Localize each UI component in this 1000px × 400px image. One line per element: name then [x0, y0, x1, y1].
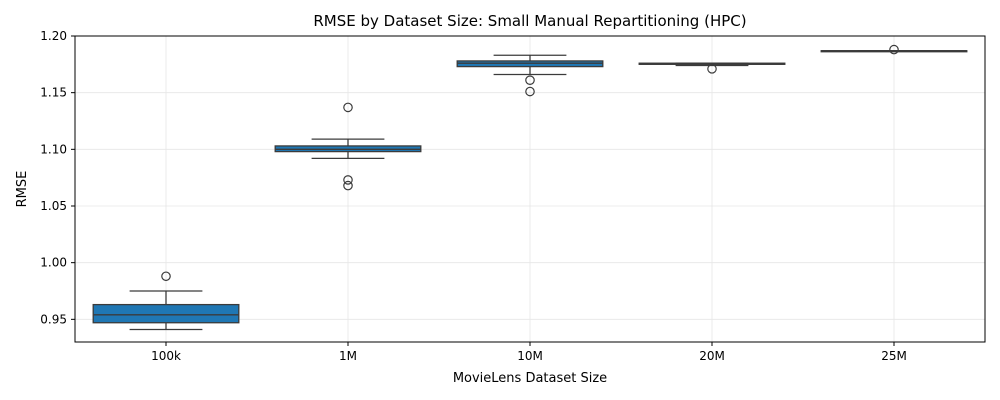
outlier-point	[161, 271, 171, 282]
y-axis-ticks: 0.95 1.00 1.05 1.10 1.15 1.20	[40, 29, 75, 326]
outlier-point	[525, 75, 535, 85]
x-axis-ticks: 100k 1M 10M 20M 25M	[151, 342, 907, 363]
outlier-point	[707, 64, 717, 74]
x-tick-label: 100k	[151, 349, 181, 363]
x-axis-label: MovieLens Dataset Size	[453, 371, 607, 386]
y-tick-label: 1.15	[40, 86, 67, 100]
box-10M	[456, 54, 604, 97]
outlier-point	[889, 44, 899, 55]
box-25M	[820, 44, 968, 55]
y-tick-label: 0.95	[40, 312, 67, 326]
y-tick-label: 1.10	[40, 142, 67, 156]
y-tick-label: 1.20	[40, 29, 67, 43]
grid-lines	[75, 35, 985, 342]
x-tick-label: 25M	[881, 349, 907, 363]
outlier-point	[343, 102, 353, 113]
outlier-point	[525, 86, 535, 97]
box-1M	[274, 102, 422, 191]
iqr-box	[92, 303, 240, 324]
box-series	[92, 44, 968, 331]
outlier-point	[343, 180, 353, 191]
y-axis-label: RMSE	[15, 171, 30, 208]
box-20M	[638, 62, 786, 74]
x-tick-label: 10M	[517, 349, 543, 363]
x-tick-label: 20M	[699, 349, 725, 363]
outlier-point	[343, 175, 353, 185]
y-tick-label: 1.05	[40, 199, 67, 213]
chart-title: RMSE by Dataset Size: Small Manual Repar…	[313, 12, 746, 30]
box-100k	[92, 271, 240, 331]
x-tick-label: 1M	[339, 349, 357, 363]
y-tick-label: 1.00	[40, 256, 67, 270]
